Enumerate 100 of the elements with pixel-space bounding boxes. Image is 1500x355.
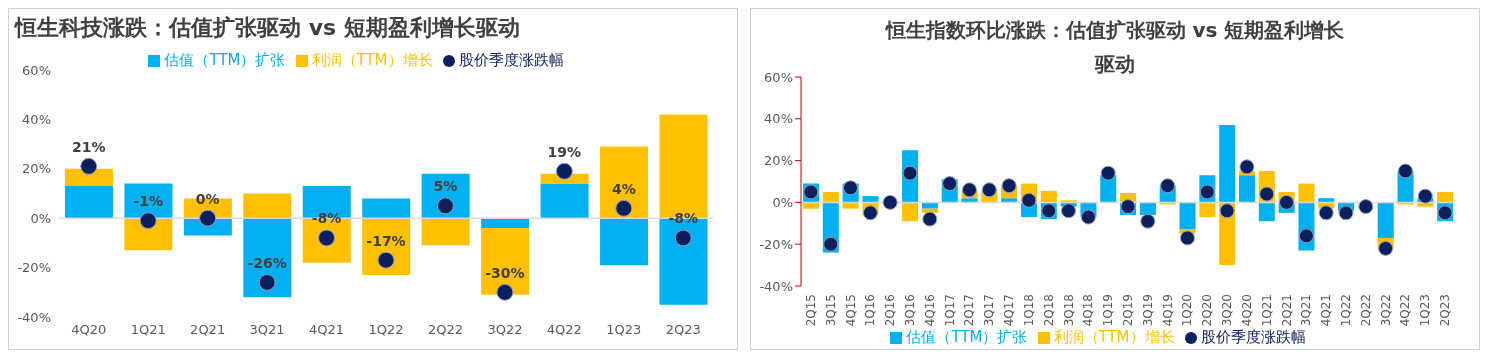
bar <box>600 218 649 266</box>
x-tick-label: 4Q15 <box>843 294 858 327</box>
y-tick-label: -40% <box>759 278 793 294</box>
legend-label: 利润（TTM）增长 <box>1053 328 1175 346</box>
point <box>674 229 692 247</box>
point <box>1080 209 1096 225</box>
x-tick-label: 2Q22 <box>1358 294 1373 327</box>
point <box>258 273 276 291</box>
data-label: -8% <box>311 210 342 227</box>
x-tick-label: 2Q23 <box>1438 294 1453 327</box>
y-tick-label: -20% <box>17 260 51 276</box>
x-tick-label: 4Q20 <box>1239 294 1254 327</box>
x-tick-label: 1Q22 <box>368 322 404 338</box>
x-tick-label: 3Q16 <box>903 294 917 327</box>
bar <box>902 202 919 222</box>
data-label: -26% <box>247 254 287 271</box>
x-tick-label: 3Q20 <box>1220 294 1235 327</box>
chart-title: 恒生指数环比涨跌：估值扩张驱动 vs 短期盈利增长驱动 <box>885 18 1345 76</box>
x-tick-label: 4Q18 <box>1081 294 1096 327</box>
x-tick-label: 1Q17 <box>942 294 957 327</box>
x-tick-label: 4Q22 <box>1398 294 1413 327</box>
point <box>1219 203 1235 219</box>
data-label: 5% <box>433 178 458 195</box>
bar <box>1318 198 1335 203</box>
bar <box>862 196 879 203</box>
x-tick-label: 1Q23 <box>606 322 642 338</box>
bar <box>1179 202 1196 230</box>
point <box>1140 213 1156 229</box>
point <box>80 157 98 175</box>
x-tick-label: 1Q20 <box>1180 294 1195 327</box>
data-label: -30% <box>485 264 525 281</box>
x-tick-label: 3Q21 <box>249 322 285 338</box>
point <box>823 236 839 252</box>
y-tick-label: 0% <box>772 195 793 211</box>
bar <box>243 193 292 219</box>
y-tick-label: 20% <box>764 153 793 169</box>
point <box>961 182 977 198</box>
point <box>1160 178 1176 194</box>
point <box>1378 240 1394 256</box>
x-tick-label: 2Q22 <box>427 322 463 338</box>
point <box>981 182 997 198</box>
data-label: -8% <box>668 210 699 227</box>
x-tick-label: 1Q23 <box>1418 294 1433 327</box>
x-tick-label: 4Q17 <box>1002 294 1017 327</box>
bar <box>921 202 938 209</box>
x-tick-label: 2Q20 <box>1200 294 1215 327</box>
bar <box>362 198 411 219</box>
bar <box>540 183 589 219</box>
bar <box>1238 175 1255 203</box>
x-tick-label: 1Q21 <box>130 322 166 338</box>
x-tick-label: 3Q22 <box>1378 294 1393 327</box>
bar <box>842 202 859 209</box>
x-tick-label: 2Q18 <box>1041 294 1056 327</box>
y-tick-label: 40% <box>22 112 51 128</box>
x-tick-label: 3Q19 <box>1140 294 1155 327</box>
bar <box>481 218 530 229</box>
y-tick-label: 40% <box>764 111 793 127</box>
bar <box>802 202 819 209</box>
bar <box>1298 183 1315 203</box>
point <box>1318 205 1334 221</box>
x-tick-label: 2Q15 <box>803 294 818 327</box>
point <box>496 283 514 301</box>
bar <box>64 168 113 187</box>
x-tick-label: 2Q21 <box>190 322 226 338</box>
x-tick-label: 3Q22 <box>487 322 523 338</box>
point <box>615 199 633 217</box>
point <box>1100 165 1116 181</box>
legend-label: 利润（TTM）增长 <box>311 51 433 69</box>
y-tick-label: 20% <box>22 161 51 177</box>
bar <box>1258 202 1275 222</box>
bar <box>1001 198 1018 203</box>
bar <box>64 186 113 219</box>
legend-label: 股价季度涨跌幅 <box>1200 328 1306 346</box>
x-tick-label: 4Q16 <box>922 294 937 327</box>
chart-title: 恒生科技涨跌：估值扩张驱动 vs 短期盈利增长驱动 <box>13 14 521 42</box>
x-tick-label: 1Q16 <box>863 294 878 327</box>
point <box>862 205 878 221</box>
point <box>1279 194 1295 210</box>
legend-label: 股价季度涨跌幅 <box>458 51 564 69</box>
point <box>1298 228 1314 244</box>
point <box>1338 205 1354 221</box>
x-tick-label: 2Q16 <box>883 294 898 327</box>
point <box>1179 230 1195 246</box>
point <box>882 194 898 210</box>
y-tick-label: -20% <box>759 236 793 252</box>
bar <box>1139 202 1156 215</box>
point <box>199 209 217 227</box>
y-tick-label: 60% <box>22 62 51 78</box>
bar <box>1219 125 1236 203</box>
bar <box>1199 202 1216 218</box>
bar <box>1060 200 1077 203</box>
data-label: 19% <box>547 143 582 160</box>
point <box>1239 159 1255 175</box>
point <box>922 211 938 227</box>
bar <box>600 146 649 219</box>
point <box>1358 199 1374 215</box>
x-tick-label: 3Q15 <box>823 294 838 327</box>
x-tick-label: 4Q21 <box>1319 294 1334 327</box>
x-tick-label: 4Q20 <box>71 322 107 338</box>
x-tick-label: 4Q19 <box>1160 294 1175 327</box>
